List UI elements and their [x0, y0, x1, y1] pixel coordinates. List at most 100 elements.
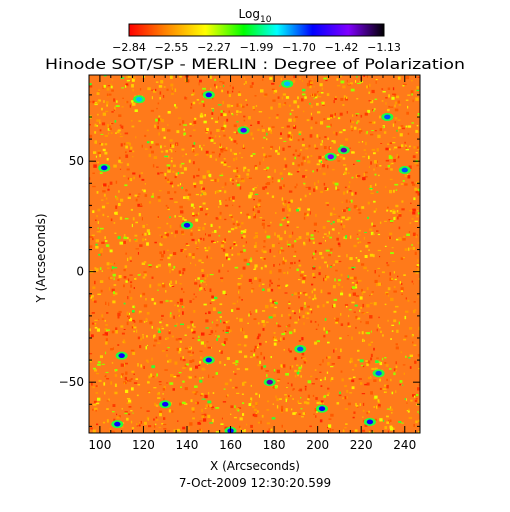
speckle-cell: [89, 359, 92, 363]
speckle-cell: [95, 385, 98, 387]
speckle-cell: [179, 224, 183, 228]
speckle-cell: [322, 172, 326, 176]
speckle-cell: [220, 150, 224, 153]
speckle-cell: [202, 175, 206, 179]
speckle-cell: [400, 125, 404, 127]
speckle-cell: [333, 303, 336, 308]
speckle-cell: [258, 199, 262, 202]
speckle-cell: [267, 288, 271, 292]
speckle-cell: [363, 236, 365, 240]
speckle-cell: [284, 164, 288, 168]
speckle-cell: [104, 332, 108, 336]
colorbar-tick-label: −1.99: [240, 41, 274, 54]
speckle-cell: [325, 202, 329, 204]
speckle-cell: [346, 389, 349, 393]
speckle-cell: [234, 152, 237, 156]
speckle-cell: [131, 78, 135, 82]
speckle-cell: [330, 114, 334, 118]
speckle-cell: [377, 400, 380, 403]
speckle-cell: [94, 131, 97, 134]
colorbar-tick-label: −2.27: [197, 41, 231, 54]
speckle-cell: [350, 199, 353, 203]
y-tick-label: −50: [59, 375, 84, 389]
speckle-cell: [159, 410, 163, 414]
speckle-cell: [195, 241, 197, 245]
speckle-cell: [146, 312, 150, 315]
speckle-cell: [220, 423, 224, 425]
speckle-cell: [285, 96, 290, 99]
speckle-cell: [378, 174, 380, 177]
speckle-cell: [284, 230, 286, 234]
speckle-cell: [204, 247, 207, 250]
speckle-cell: [272, 403, 274, 405]
speckle-cell: [262, 323, 266, 327]
speckle-cell: [217, 178, 220, 183]
speckle-cell: [232, 183, 234, 185]
speckle-cell: [207, 234, 211, 237]
speckle-cell: [170, 160, 173, 163]
speckle-cell: [114, 374, 118, 377]
speckle-cell: [201, 92, 204, 96]
speckle-cell: [345, 423, 348, 425]
speckle-cell: [350, 119, 352, 123]
speckle-cell: [179, 298, 183, 302]
speckle-cell: [395, 305, 399, 308]
speckle-cell: [372, 233, 375, 235]
speckle-cell: [245, 99, 247, 101]
speckle-cell: [193, 310, 196, 313]
speckle-cell: [222, 147, 225, 150]
speckle-cell: [95, 155, 97, 158]
speckle-cell: [356, 207, 358, 209]
speckle-cell: [195, 218, 199, 222]
speckle-cell: [193, 293, 195, 296]
speckle-cell: [232, 152, 234, 155]
speckle-cell: [399, 281, 401, 284]
speckle-cell: [262, 186, 265, 190]
speckle-cell: [385, 168, 389, 170]
speckle-cell: [343, 173, 345, 175]
speckle-cell: [208, 392, 210, 395]
speckle-cell: [279, 85, 281, 87]
speckle-cell: [105, 338, 108, 341]
speckle-cell: [201, 398, 206, 400]
speckle-cell: [355, 257, 358, 259]
speckle-cell: [257, 410, 259, 413]
speckle-cell: [366, 412, 369, 415]
speckle-cell: [109, 181, 113, 185]
speckle-cell: [135, 221, 138, 224]
speckle-cell: [352, 376, 356, 378]
speckle-cell: [367, 269, 369, 272]
speckle-cell: [392, 93, 396, 95]
speckle-cell: [387, 109, 390, 112]
speckle-cell: [302, 93, 306, 96]
speckle-cell: [155, 423, 157, 426]
speckle-cell: [322, 359, 324, 363]
speckle-cell: [204, 394, 208, 399]
speckle-cell: [306, 317, 310, 319]
speckle-cell: [258, 278, 262, 282]
speckle-cell: [405, 147, 407, 149]
speckle-cell: [309, 134, 313, 138]
speckle-cell: [156, 373, 158, 377]
speckle-cell: [236, 142, 238, 145]
speckle-cell: [307, 394, 310, 398]
speckle-cell: [116, 130, 120, 134]
speckle-cell: [141, 217, 143, 221]
speckle-cell: [153, 334, 156, 338]
speckle-cell: [286, 325, 289, 327]
speckle-cell: [312, 256, 314, 259]
speckle-cell: [118, 203, 121, 206]
speckle-cell: [199, 429, 203, 433]
speckle-cell: [130, 281, 133, 284]
speckle-cell: [243, 77, 246, 80]
speckle-cell: [356, 121, 358, 125]
speckle-cell: [214, 78, 217, 81]
speckle-cell: [199, 356, 203, 359]
speckle-cell: [141, 262, 146, 265]
speckle-cell: [336, 237, 339, 241]
speckle-cell: [313, 98, 315, 100]
speckle-cell: [387, 430, 390, 433]
speckle-cell: [160, 172, 164, 174]
speckle-cell: [231, 309, 234, 312]
speckle-cell: [318, 266, 322, 269]
